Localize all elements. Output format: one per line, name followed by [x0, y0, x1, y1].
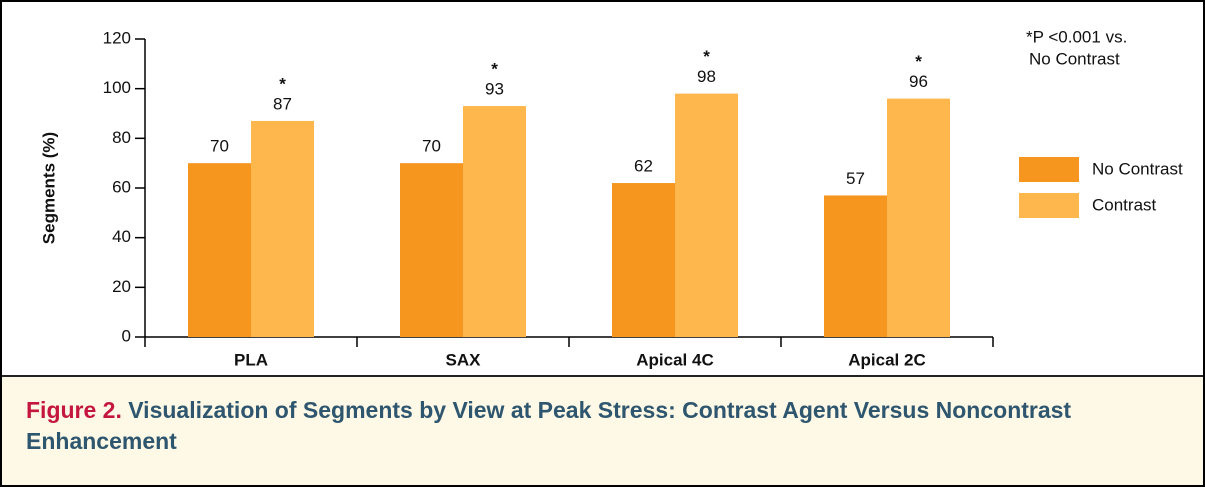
y-tick-label: 20	[112, 277, 131, 296]
x-tick-label: SAX	[446, 350, 482, 369]
legend-label: No Contrast	[1092, 159, 1183, 178]
bar	[463, 106, 526, 337]
significance-marker: *	[915, 52, 922, 71]
value-label: 62	[634, 157, 653, 176]
value-label: 70	[422, 137, 441, 156]
significance-marker: *	[491, 60, 498, 79]
bar	[675, 93, 738, 337]
bar	[400, 163, 463, 337]
y-tick-label: 120	[103, 28, 131, 47]
y-tick-label: 60	[112, 177, 131, 196]
y-axis-label: Segments (%)	[39, 132, 58, 244]
bar	[887, 98, 950, 337]
y-tick-label: 80	[112, 128, 131, 147]
bar	[824, 195, 887, 337]
legend-swatch	[1019, 157, 1079, 182]
significance-marker: *	[279, 74, 286, 93]
legend-label: Contrast	[1092, 195, 1157, 214]
annotation: No Contrast	[1029, 49, 1120, 68]
bar	[612, 183, 675, 337]
x-tick-label: Apical 2C	[848, 350, 925, 369]
bar	[188, 163, 251, 337]
annotation: *P <0.001 vs.	[1026, 27, 1127, 46]
caption-label: Figure 2.	[26, 397, 122, 423]
significance-marker: *	[703, 47, 710, 66]
value-label: 87	[273, 94, 292, 113]
x-tick-label: PLA	[234, 350, 268, 369]
value-label: 57	[846, 169, 865, 188]
value-label: 98	[697, 67, 716, 86]
legend-swatch	[1019, 193, 1079, 218]
x-tick-label: Apical 4C	[636, 350, 713, 369]
caption-text: Visualization of Segments by View at Pea…	[26, 397, 1072, 454]
y-tick-label: 100	[103, 78, 131, 97]
value-label: 70	[210, 137, 229, 156]
value-label: 93	[485, 80, 504, 99]
y-tick-label: 0	[122, 326, 131, 345]
caption: Figure 2. Visualization of Segments by V…	[2, 375, 1203, 485]
y-tick-label: 40	[112, 227, 131, 246]
value-label: 96	[909, 72, 928, 91]
bar	[251, 120, 314, 337]
chart: Segments (%) 020406080100120PLA7087*SAX7…	[39, 27, 1183, 369]
